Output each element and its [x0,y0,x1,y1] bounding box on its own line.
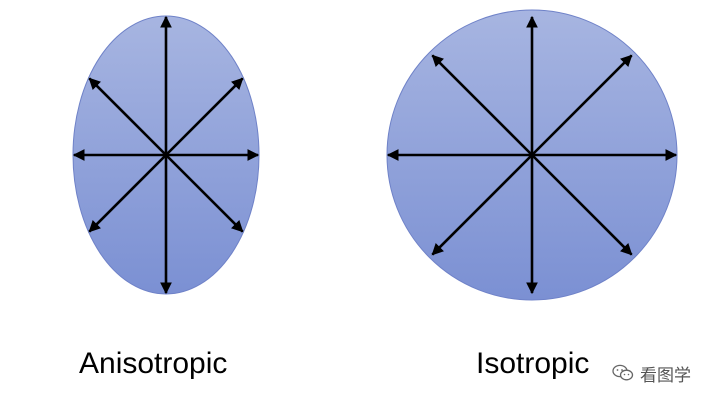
isotropic-arrow-up-right [531,54,633,156]
anisotropic-arrows [72,15,260,295]
anisotropic-label: Anisotropic [79,347,228,380]
isotropic-group [386,9,678,301]
anisotropic-arrow-down-right [165,154,244,233]
isotropic-arrow-down-right [531,154,633,256]
wechat-icon [612,364,634,381]
anisotropic-arrow-up-right [165,77,244,156]
isotropic-label: Isotropic [476,347,590,380]
anisotropic-group [72,15,260,295]
isotropic-arrows [386,15,678,295]
watermark: 看图学 [612,360,691,386]
anisotropic-arrow-down-left [88,154,167,233]
watermark-text: 看图学 [640,365,691,386]
isotropic-arrow-down-left [431,154,533,256]
anisotropic-arrow-up-left [88,77,167,156]
isotropic-arrow-up-left [431,54,533,156]
